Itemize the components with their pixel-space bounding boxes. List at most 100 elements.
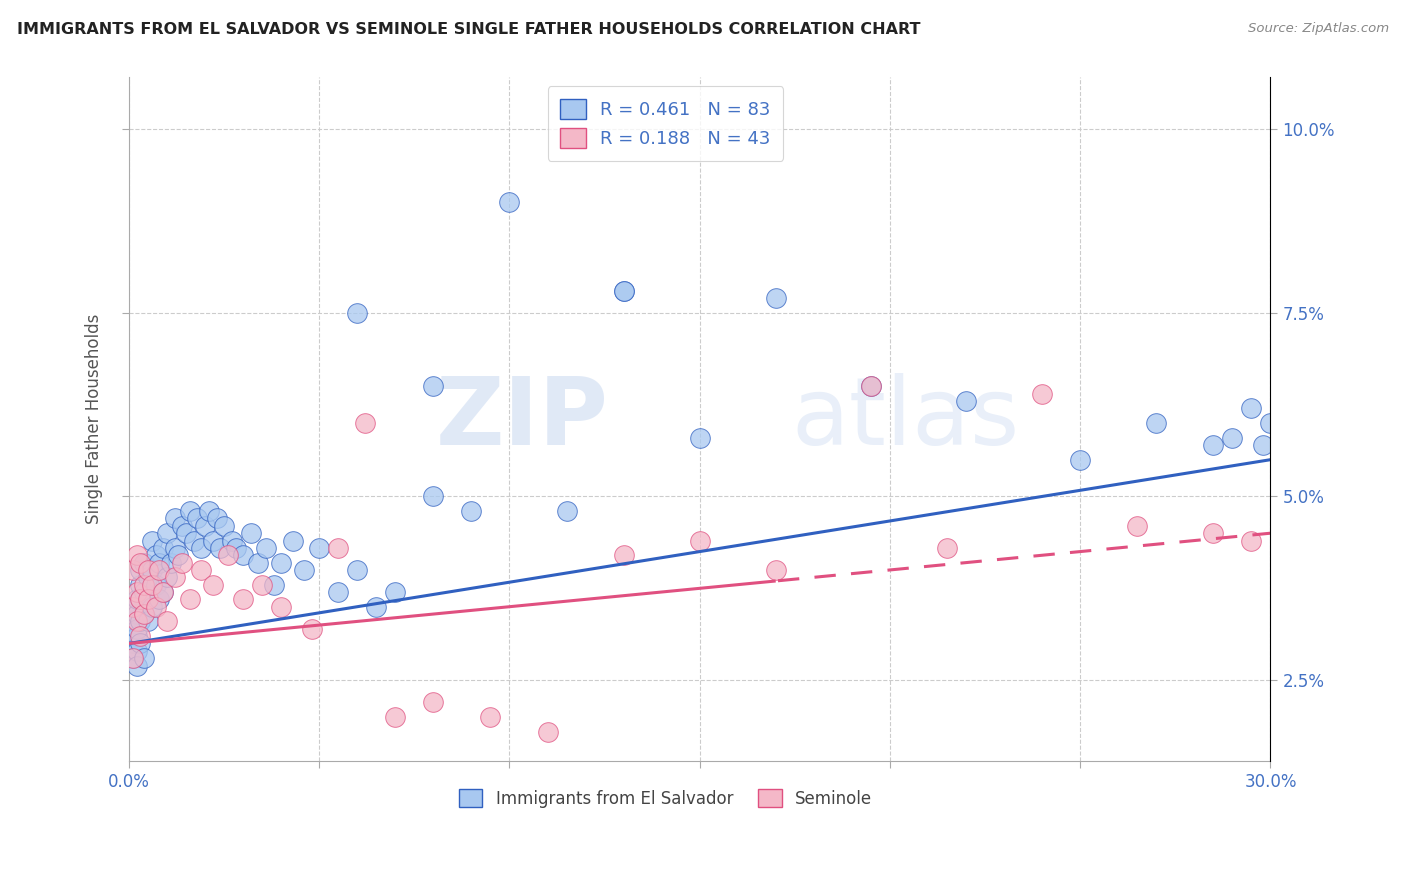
Point <box>136 570 159 584</box>
Point <box>163 511 186 525</box>
Point <box>183 533 205 548</box>
Point <box>156 615 179 629</box>
Point <box>479 710 502 724</box>
Point <box>1069 452 1091 467</box>
Point <box>141 577 163 591</box>
Point <box>145 548 167 562</box>
Point <box>346 306 368 320</box>
Point <box>179 592 201 607</box>
Point <box>134 585 156 599</box>
Point <box>1202 438 1225 452</box>
Point <box>134 607 156 621</box>
Point <box>121 599 143 614</box>
Point <box>125 585 148 599</box>
Point <box>239 526 262 541</box>
Point <box>125 644 148 658</box>
Point <box>172 556 194 570</box>
Legend: Immigrants from El Salvador, Seminole: Immigrants from El Salvador, Seminole <box>453 782 879 814</box>
Point <box>308 541 330 555</box>
Point <box>160 556 183 570</box>
Point <box>134 556 156 570</box>
Point <box>232 592 254 607</box>
Point <box>190 563 212 577</box>
Point <box>134 607 156 621</box>
Point <box>198 504 221 518</box>
Point <box>328 541 350 555</box>
Point <box>1260 416 1282 430</box>
Point <box>1222 431 1244 445</box>
Point <box>125 607 148 621</box>
Point <box>136 563 159 577</box>
Point <box>422 379 444 393</box>
Point <box>125 658 148 673</box>
Point <box>263 577 285 591</box>
Point <box>201 577 224 591</box>
Point <box>209 541 232 555</box>
Point <box>121 636 143 650</box>
Point <box>250 577 273 591</box>
Point <box>270 599 292 614</box>
Point <box>613 284 636 298</box>
Point <box>555 504 578 518</box>
Point <box>141 563 163 577</box>
Point <box>129 577 152 591</box>
Point <box>125 629 148 643</box>
Text: IMMIGRANTS FROM EL SALVADOR VS SEMINOLE SINGLE FATHER HOUSEHOLDS CORRELATION CHA: IMMIGRANTS FROM EL SALVADOR VS SEMINOLE … <box>17 22 921 37</box>
Point <box>205 511 228 525</box>
Point <box>129 563 152 577</box>
Point <box>1126 519 1149 533</box>
Point <box>765 291 787 305</box>
Point <box>125 592 148 607</box>
Point <box>301 622 323 636</box>
Point <box>129 636 152 650</box>
Point <box>121 615 143 629</box>
Point <box>859 379 882 393</box>
Point <box>172 519 194 533</box>
Point <box>1240 533 1263 548</box>
Point <box>212 519 235 533</box>
Point <box>498 195 520 210</box>
Point <box>136 592 159 607</box>
Point <box>129 592 152 607</box>
Text: atlas: atlas <box>792 373 1019 466</box>
Point <box>121 651 143 665</box>
Point <box>422 695 444 709</box>
Point <box>125 615 148 629</box>
Point <box>129 592 152 607</box>
Point <box>186 511 208 525</box>
Point <box>134 651 156 665</box>
Point <box>174 526 197 541</box>
Point <box>136 615 159 629</box>
Point <box>152 541 174 555</box>
Point <box>152 585 174 599</box>
Point <box>859 379 882 393</box>
Point <box>346 563 368 577</box>
Point <box>460 504 482 518</box>
Point <box>1240 401 1263 416</box>
Point <box>141 533 163 548</box>
Point <box>125 548 148 562</box>
Point <box>955 393 977 408</box>
Point <box>292 563 315 577</box>
Point <box>163 570 186 584</box>
Point <box>163 541 186 555</box>
Point <box>141 599 163 614</box>
Y-axis label: Single Father Households: Single Father Households <box>86 314 103 524</box>
Point <box>167 548 190 562</box>
Point <box>145 599 167 614</box>
Point <box>121 651 143 665</box>
Point <box>129 615 152 629</box>
Text: Source: ZipAtlas.com: Source: ZipAtlas.com <box>1249 22 1389 36</box>
Point <box>689 431 711 445</box>
Point <box>125 622 148 636</box>
Point <box>179 504 201 518</box>
Point <box>156 570 179 584</box>
Point <box>217 548 239 562</box>
Point <box>1144 416 1167 430</box>
Point <box>1031 386 1053 401</box>
Point <box>121 563 143 577</box>
Point <box>247 556 270 570</box>
Point <box>765 563 787 577</box>
Point <box>254 541 277 555</box>
Point <box>936 541 959 555</box>
